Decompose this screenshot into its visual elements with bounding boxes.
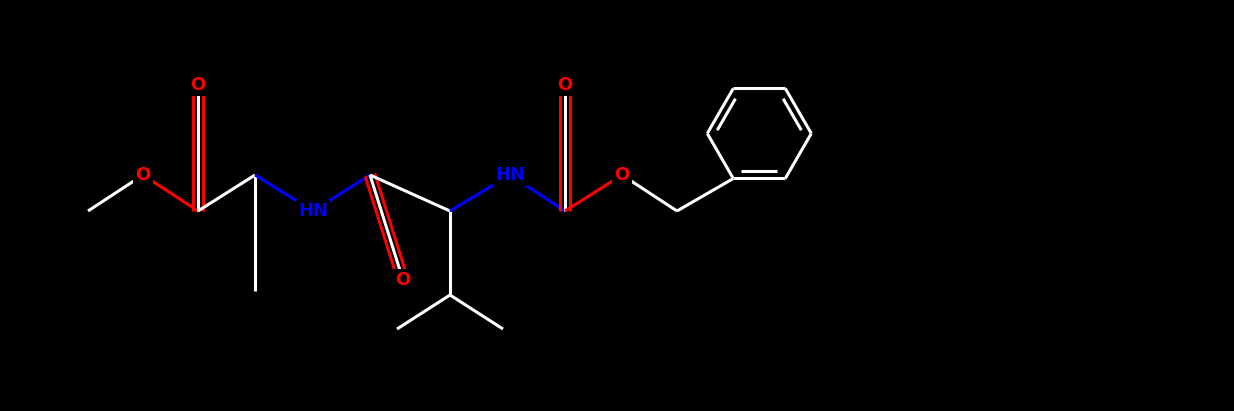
Text: O: O: [395, 271, 411, 289]
Text: O: O: [136, 166, 151, 184]
Text: O: O: [190, 76, 206, 94]
Text: HN: HN: [495, 166, 524, 184]
Text: HN: HN: [297, 202, 328, 220]
Text: O: O: [558, 76, 573, 94]
Text: O: O: [615, 166, 629, 184]
